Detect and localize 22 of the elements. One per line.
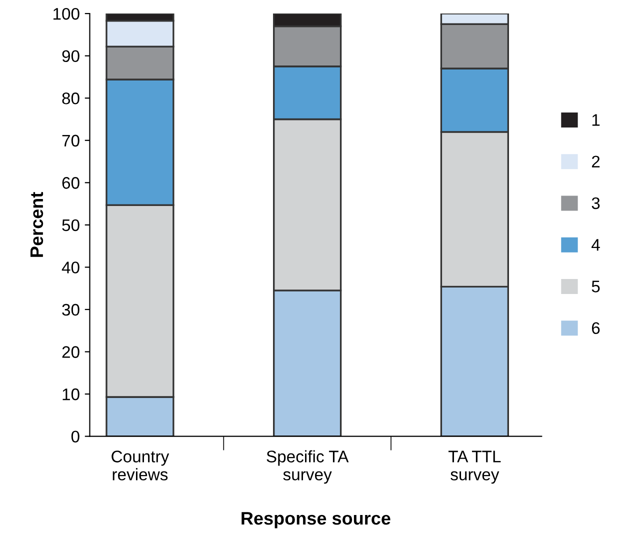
y-tick-label: 40 [62,262,80,274]
legend-label: 1 [592,114,600,126]
x-tick-label: TA TTL survey [448,450,501,484]
y-tick-label: 10 [62,388,80,400]
y-tick-label: 50 [62,219,80,232]
x-axis-title: Response source [242,512,390,528]
legend-label: 4 [592,239,600,251]
legend-label: 3 [592,197,600,210]
y-axis-title: Percent [30,192,44,257]
y-tick-label: 90 [62,50,80,62]
y-tick-label: 100 [54,8,80,20]
x-tick-label: Country reviews [112,450,170,480]
legend-label: 6 [592,322,600,334]
y-tick-label: 80 [62,92,80,104]
y-tick-label: 20 [62,346,80,358]
legend-label: 5 [592,280,600,292]
x-tick-label: Specific TA survey [266,450,349,484]
y-tick-label: 30 [62,304,80,316]
y-tick-label: 60 [62,177,80,189]
legend-label: 2 [592,156,600,168]
y-tick-label: 0 [71,430,80,443]
y-tick-label: 70 [62,134,80,147]
